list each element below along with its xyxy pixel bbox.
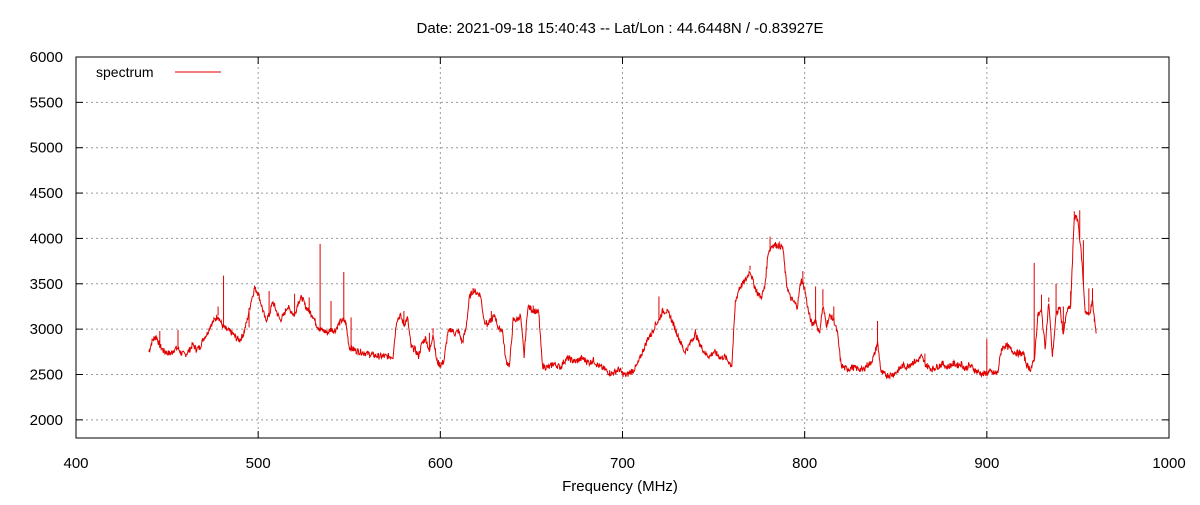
y-tick-label: 6000 [30,49,63,66]
y-tick-label: 5500 [30,94,63,111]
y-tick-label: 4000 [30,230,63,247]
x-tick-label: 400 [63,455,88,472]
x-tick-label: 500 [246,455,271,472]
y-tick-label: 2500 [30,367,63,384]
x-tick-label: 900 [974,455,999,472]
legend-label: spectrum [96,64,154,80]
y-tick-label: 2000 [30,412,63,429]
grid-layer [76,57,1169,438]
x-tick-label: 600 [428,455,453,472]
y-tick-label: 5000 [30,140,63,157]
x-axis-label: Frequency (MHz) [562,478,678,495]
y-tick-label: 3500 [30,276,63,293]
x-tick-label: 800 [792,455,817,472]
x-tick-label: 700 [610,455,635,472]
series-layer [148,210,1097,380]
spectrum-series-line [148,214,1097,380]
chart-title: Date: 2021-09-18 15:40:43 -- Lat/Lon : 4… [417,20,824,37]
legend: spectrum [96,64,221,80]
y-tick-label: 4500 [30,185,63,202]
ticks-layer: 2000 2500 3000 3500 4000 4500 5000 5500 6000 400 5… [30,49,1186,472]
x-tick-label: 1000 [1152,455,1185,472]
y-tick-label: 3000 [30,321,63,338]
